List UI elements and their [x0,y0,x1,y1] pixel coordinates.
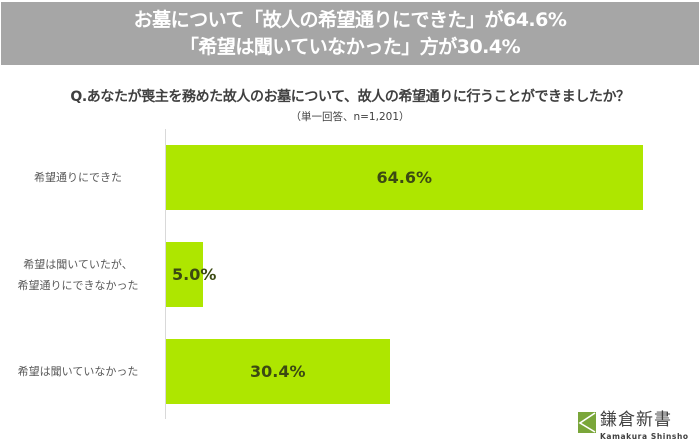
category-label-line: 希望は聞いていなかった [17,365,139,378]
bar [166,242,203,307]
sample-note: （単一回答、n=1,201） [290,111,410,123]
category-label: 希望通りにできた [3,167,153,188]
company-logo: 鎌倉新書 Kamakura Shinsho [578,410,698,445]
logo-wordmark-jp: 鎌倉新書 [600,410,672,430]
bar-value-label: 5.0% [172,264,217,284]
category-label: 希望は聞いていなかった [3,361,153,382]
logo-mark-icon [578,412,596,433]
category-label-line: 希望通りにできた [34,171,122,184]
category-label-line: 希望通りにできなかった [17,278,139,292]
bar [166,339,390,404]
logo-wordmark-en: Kamakura Shinsho [600,432,689,441]
bar [166,145,643,210]
category-label: 希望は聞いていたが、 希望通りにできなかった [3,254,153,296]
category-axis-line [165,129,166,419]
headline-line-1: お墓について「故人の希望通りにできた」が64.6% [133,9,567,31]
bar-value-label: 30.4% [250,361,306,381]
category-label-line: 希望は聞いていたが、 [23,257,133,271]
bar-value-label: 64.6% [376,167,433,187]
headline-line-2: 「希望は聞いていなかった」方が30.4% [179,36,521,58]
headline-banner: お墓について「故人の希望通りにできた」が64.6% 「希望は聞いていなかった」方… [1,2,699,65]
survey-question: Q.あなたが喪主を務めた故人のお墓について、故人の希望通りに行うことができました… [70,89,630,105]
